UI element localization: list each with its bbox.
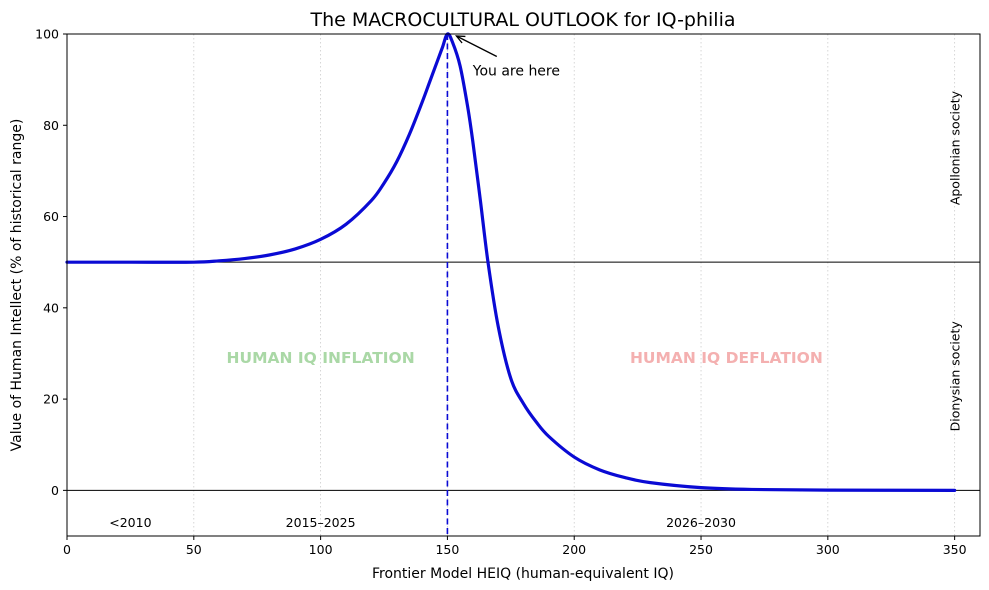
chart-title: The MACROCULTURAL OUTLOOK for IQ-philia bbox=[309, 9, 735, 31]
era-label-2: 2026–2030 bbox=[666, 515, 736, 530]
x-tick-label-3: 150 bbox=[435, 542, 459, 557]
y-tick-label-4: 80 bbox=[43, 118, 59, 133]
series-line-0 bbox=[65, 32, 957, 492]
x-tick-label-4: 200 bbox=[562, 542, 586, 557]
y-axis-ticks: 0 20 40 60 80 100 bbox=[35, 27, 67, 498]
x-tick-label-7: 350 bbox=[943, 542, 967, 557]
x-tick-label-1: 50 bbox=[186, 542, 202, 557]
x-axis-title: Frontier Model HEIQ (human-equivalent IQ… bbox=[372, 566, 674, 582]
x-tick-label-6: 300 bbox=[816, 542, 840, 557]
y-tick-label-0: 0 bbox=[51, 483, 59, 498]
x-tick-label-0: 0 bbox=[63, 542, 71, 557]
side-label-0: Apollonian society bbox=[948, 90, 963, 205]
x-tick-label-2: 100 bbox=[309, 542, 333, 557]
x-tick-label-5: 250 bbox=[689, 542, 713, 557]
you-are-here-arrow-head bbox=[454, 35, 466, 44]
region-label-0: HUMAN IQ INFLATION bbox=[227, 349, 415, 367]
y-tick-label-1: 20 bbox=[43, 392, 59, 407]
series-layer bbox=[65, 32, 957, 492]
side-label-1: Dionysian society bbox=[948, 321, 963, 432]
era-label-0: <2010 bbox=[109, 515, 151, 530]
grid-lines bbox=[193, 34, 956, 536]
era-label-1: 2015–2025 bbox=[286, 515, 356, 530]
y-tick-label-5: 100 bbox=[35, 27, 59, 42]
you-are-here-label: You are here bbox=[472, 64, 560, 80]
annotations: You are here HUMAN IQ INFLATION HUMAN IQ D… bbox=[109, 35, 963, 530]
you-are-here-arrow-line bbox=[456, 35, 498, 58]
y-axis-title: Value of Human Intellect (% of historica… bbox=[9, 119, 25, 452]
reference-lines bbox=[67, 34, 980, 536]
region-label-1: HUMAN IQ DEFLATION bbox=[630, 349, 823, 367]
plot-frame bbox=[66, 33, 981, 537]
y-tick-label-2: 40 bbox=[43, 300, 59, 315]
y-tick-label-3: 60 bbox=[43, 209, 59, 224]
x-axis-ticks: 0 50 100 150 200 250 300 350 bbox=[63, 536, 967, 557]
